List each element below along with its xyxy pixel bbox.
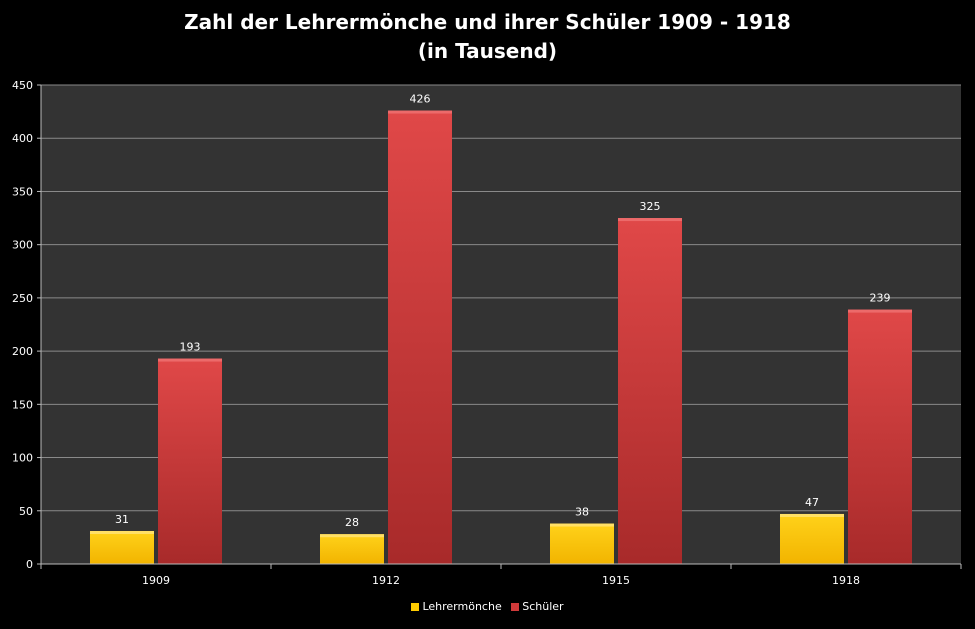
legend-item-schueler: Schüler xyxy=(511,600,564,613)
legend-item-lehrermoenche: Lehrermönche xyxy=(411,600,502,613)
data-label: 31 xyxy=(115,513,129,526)
bar-highlight xyxy=(848,309,912,313)
data-label: 47 xyxy=(805,496,819,509)
legend-label-schueler: Schüler xyxy=(522,600,564,613)
y-tick-label: 200 xyxy=(12,345,33,358)
y-tick-label: 100 xyxy=(12,452,33,465)
bar-highlight xyxy=(320,534,384,538)
legend-swatch-yellow-icon xyxy=(411,602,420,611)
x-tick-label: 1912 xyxy=(372,574,400,587)
bar-schler-1915 xyxy=(618,218,682,565)
bar-highlight xyxy=(550,523,614,527)
y-tick-label: 50 xyxy=(19,505,33,518)
bar-lehrermnche-1915 xyxy=(550,523,614,564)
x-tick-label: 1918 xyxy=(832,574,860,587)
y-tick-label: 450 xyxy=(12,79,33,92)
legend-label-lehrermoenche: Lehrermönche xyxy=(422,600,502,613)
x-tick-label: 1909 xyxy=(142,574,170,587)
bar-highlight xyxy=(618,218,682,222)
data-label: 193 xyxy=(180,341,201,354)
y-tick-label: 250 xyxy=(12,292,33,305)
y-tick-label: 350 xyxy=(12,185,33,198)
data-label: 325 xyxy=(640,200,661,213)
bar-lehrermnche-1912 xyxy=(320,534,384,564)
bar-highlight xyxy=(90,531,154,535)
y-tick-label: 0 xyxy=(26,558,33,571)
chart-title-block: Zahl der Lehrermönche und ihrer Schüler … xyxy=(0,8,975,66)
legend: Lehrermönche Schüler xyxy=(0,600,975,614)
y-tick-label: 400 xyxy=(12,132,33,145)
bar-lehrermnche-1909 xyxy=(90,531,154,564)
bar-schler-1912 xyxy=(388,110,452,565)
data-label: 28 xyxy=(345,516,359,529)
chart-subtitle: (in Tausend) xyxy=(417,39,558,63)
x-tick-label: 1915 xyxy=(602,574,630,587)
legend-swatch-red-icon xyxy=(511,602,520,611)
data-label: 38 xyxy=(575,506,589,519)
y-tick-label: 150 xyxy=(12,398,33,411)
bar-lehrermnche-1918 xyxy=(780,513,844,564)
data-label: 426 xyxy=(410,93,431,106)
bar-schler-1918 xyxy=(848,309,912,564)
chart-title: Zahl der Lehrermönche und ihrer Schüler … xyxy=(184,10,791,34)
bar-highlight xyxy=(158,358,222,362)
data-label: 239 xyxy=(870,292,891,305)
bar-highlight xyxy=(780,513,844,517)
y-tick-label: 300 xyxy=(12,239,33,252)
bar-schler-1909 xyxy=(158,358,222,564)
bar-highlight xyxy=(388,110,452,114)
